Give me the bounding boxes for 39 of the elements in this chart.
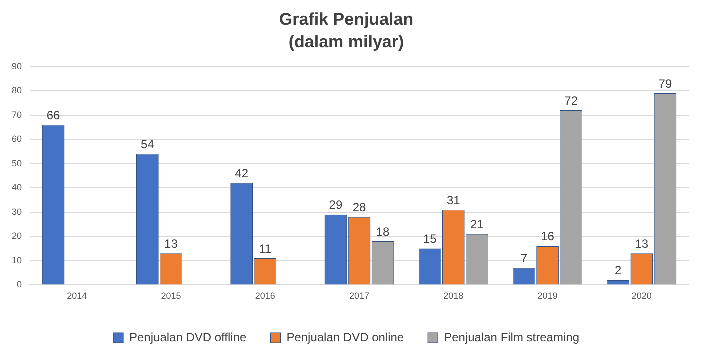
x-tick-label: 2020 <box>632 291 652 302</box>
y-tick-label: 40 <box>12 182 22 193</box>
data-label: 28 <box>352 200 366 215</box>
data-label: 15 <box>423 232 438 246</box>
data-label: 42 <box>235 166 249 181</box>
x-tick-label: 2017 <box>349 291 370 302</box>
data-label: 7 <box>520 252 528 266</box>
legend-label: Penjualan DVD online <box>286 330 404 344</box>
data-label: 31 <box>446 193 461 208</box>
y-tick-label: 80 <box>12 86 22 96</box>
data-label: 11 <box>259 242 272 256</box>
x-tick-label: 2019 <box>538 291 558 302</box>
y-tick-label: 0 <box>16 280 22 290</box>
x-tick-label: 2014 <box>67 291 88 302</box>
data-label: 72 <box>564 94 578 108</box>
data-label: 54 <box>141 137 155 152</box>
x-tick-label: 2018 <box>444 291 464 302</box>
data-label: 21 <box>470 218 484 232</box>
y-tick-label: 10 <box>12 255 22 266</box>
legend-label: Penjualan Film streaming <box>444 330 580 344</box>
chart-title: Grafik Penjualan <box>279 10 414 29</box>
chart-subtitle: (dalam milyar) <box>288 32 404 52</box>
y-tick-label: 30 <box>12 206 22 217</box>
y-tick-label: 60 <box>12 134 22 144</box>
x-tick-label: 2016 <box>255 291 276 302</box>
y-tick-label: 70 <box>12 110 22 120</box>
y-tick-label: 90 <box>12 61 22 72</box>
x-tick-label: 2015 <box>161 291 182 302</box>
data-label: 2 <box>615 264 622 278</box>
data-label: 66 <box>46 108 61 122</box>
data-label: 18 <box>376 224 390 239</box>
data-label: 29 <box>329 198 343 212</box>
data-label: 13 <box>635 236 649 251</box>
data-label: 13 <box>164 236 178 251</box>
y-tick-label: 20 <box>12 231 22 242</box>
data-label: 16 <box>541 230 555 244</box>
legend-label: Penjualan DVD offline <box>130 330 248 344</box>
data-label: 79 <box>658 76 672 91</box>
y-tick-label: 50 <box>12 158 22 168</box>
